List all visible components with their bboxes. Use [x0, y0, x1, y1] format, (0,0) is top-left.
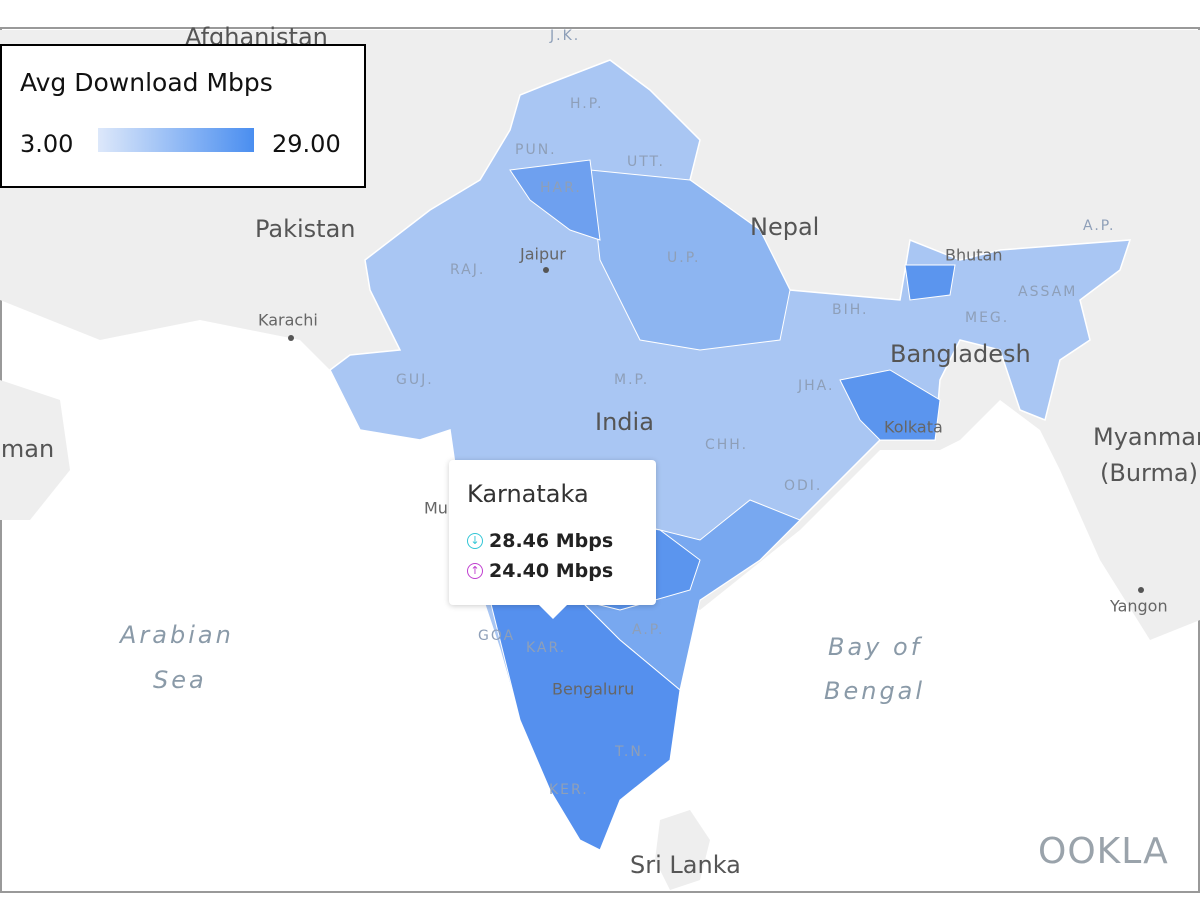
tooltip-pointer	[539, 605, 567, 619]
state-label: GUJ.	[396, 372, 434, 388]
country-label: Myanmar	[1093, 423, 1200, 451]
legend-title: Avg Download Mbps	[20, 68, 273, 97]
tooltip-title: Karnataka	[467, 480, 589, 508]
state-label: KAR.	[526, 640, 566, 656]
state-label: ASSAM	[1018, 284, 1077, 300]
country-label: Pakistan	[255, 215, 356, 243]
sea-label: Arabian	[118, 621, 234, 649]
state-label: MEG.	[965, 310, 1009, 326]
country-label: Nepal	[750, 213, 819, 241]
state-label: RAJ.	[450, 262, 485, 278]
city-label: Kolkata	[884, 418, 943, 437]
state-label: A.P.	[632, 622, 665, 638]
country-label: Oman	[0, 435, 54, 463]
upload-value: 24.40 Mbps	[489, 560, 614, 582]
state-label: HAR.	[540, 180, 582, 196]
download-value: 28.46 Mbps	[489, 530, 614, 552]
state-label: KER.	[549, 782, 589, 798]
state-label: H.P.	[570, 96, 603, 112]
country-label: (Burma)	[1100, 459, 1198, 487]
upload-icon: ↑	[467, 563, 483, 579]
city-dot	[288, 335, 294, 341]
tooltip: Karnataka ↓ 28.46 Mbps ↑ 24.40 Mbps	[449, 460, 656, 619]
state-label: U.P.	[667, 250, 700, 266]
tooltip-upload: ↑ 24.40 Mbps	[467, 560, 613, 582]
city-label: Yangon	[1109, 597, 1168, 616]
land	[655, 810, 710, 890]
state-label: JHA.	[797, 378, 834, 394]
state-label: UTT.	[627, 154, 665, 170]
state-label: T.N.	[614, 744, 649, 760]
country-label: Bhutan	[945, 246, 1002, 265]
state-label: M.P.	[614, 372, 649, 388]
country-label: India	[595, 408, 654, 436]
city-dot	[1138, 587, 1144, 593]
legend: Avg Download Mbps 3.00 29.00	[0, 44, 366, 188]
download-icon: ↓	[467, 533, 483, 549]
state-label: A.P.	[1083, 218, 1116, 234]
sea-label: Sea	[153, 666, 207, 694]
country-label: Bangladesh	[890, 340, 1031, 368]
state-label: J.K.	[549, 28, 580, 44]
land	[0, 380, 70, 520]
region-up	[589, 169, 791, 351]
region-south	[489, 599, 681, 851]
state-label: BIH.	[832, 302, 868, 318]
state-label: CHH.	[705, 437, 748, 453]
city-label: Karachi	[258, 311, 318, 330]
legend-max: 29.00	[272, 130, 341, 158]
state-label: ODI.	[784, 478, 822, 494]
legend-min: 3.00	[20, 130, 74, 158]
region-wb	[839, 369, 941, 441]
country-label: Sri Lanka	[630, 851, 741, 879]
region-sikkim	[904, 264, 956, 301]
state-label: PUN.	[515, 142, 557, 158]
region-har	[509, 159, 601, 241]
sea-label: Bengal	[824, 677, 925, 705]
city-dot	[543, 267, 549, 273]
city-label: Jaipur	[519, 245, 566, 264]
sea-label: Bay of	[828, 633, 923, 661]
state-label: GOA	[478, 628, 515, 644]
city-label: Bengaluru	[552, 680, 634, 699]
tooltip-download: ↓ 28.46 Mbps	[467, 530, 613, 552]
legend-gradient	[98, 128, 254, 152]
logo: OOKLA	[1038, 831, 1169, 872]
